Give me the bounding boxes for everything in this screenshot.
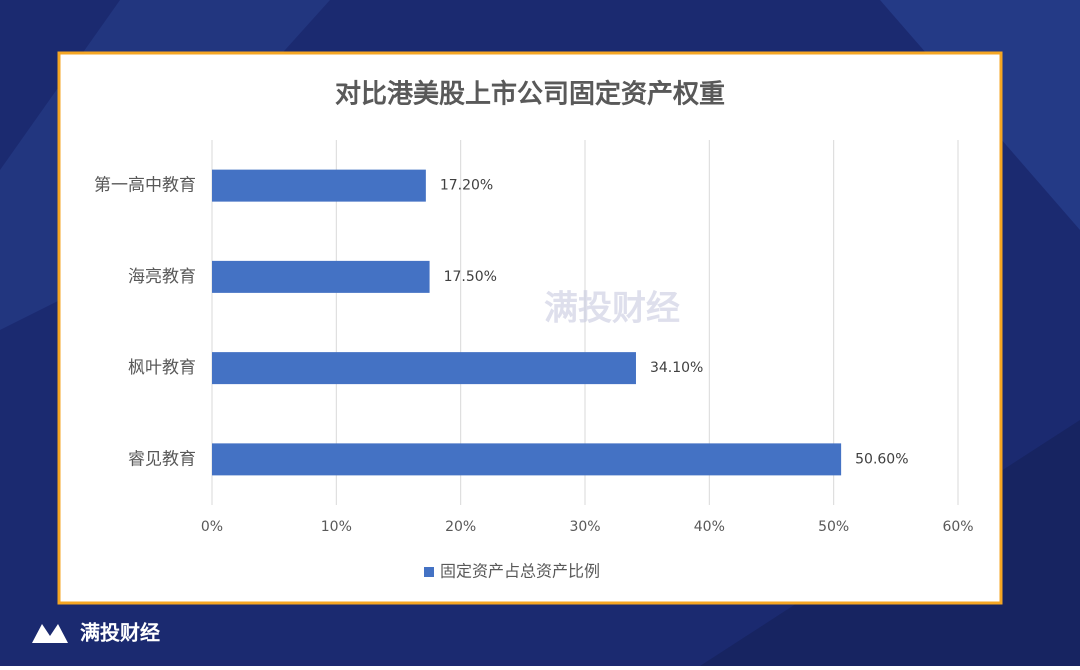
chart-title: 对比港美股上市公司固定资产权重: [335, 79, 725, 110]
bar: [212, 352, 636, 385]
y-tick-label: 睿见教育: [128, 449, 196, 469]
y-tick-label: 第一高中教育: [94, 176, 196, 196]
y-tick-label: 海亮教育: [128, 267, 196, 287]
value-label: 50.60%: [855, 451, 908, 467]
bar: [212, 443, 842, 476]
watermark: 满投财经: [544, 289, 680, 329]
legend-swatch: [424, 567, 434, 577]
x-tick-label: 60%: [942, 519, 973, 535]
brand: 满投财经: [80, 621, 160, 645]
legend-label: 固定资产占总资产比例: [440, 562, 600, 581]
value-label: 17.50%: [444, 269, 497, 285]
x-tick-label: 0%: [201, 519, 223, 535]
value-label: 17.20%: [440, 178, 493, 194]
x-tick-label: 50%: [818, 519, 849, 535]
brand-logo: [32, 624, 68, 643]
bar: [212, 169, 426, 202]
x-tick-label: 30%: [569, 519, 600, 535]
bar: [212, 260, 430, 293]
chart-card: [57, 51, 1003, 605]
y-tick-label: 枫叶教育: [128, 358, 196, 378]
x-tick-label: 10%: [321, 519, 352, 535]
x-tick-label: 40%: [694, 519, 725, 535]
value-label: 34.10%: [650, 360, 703, 376]
x-tick-label: 20%: [445, 519, 476, 535]
